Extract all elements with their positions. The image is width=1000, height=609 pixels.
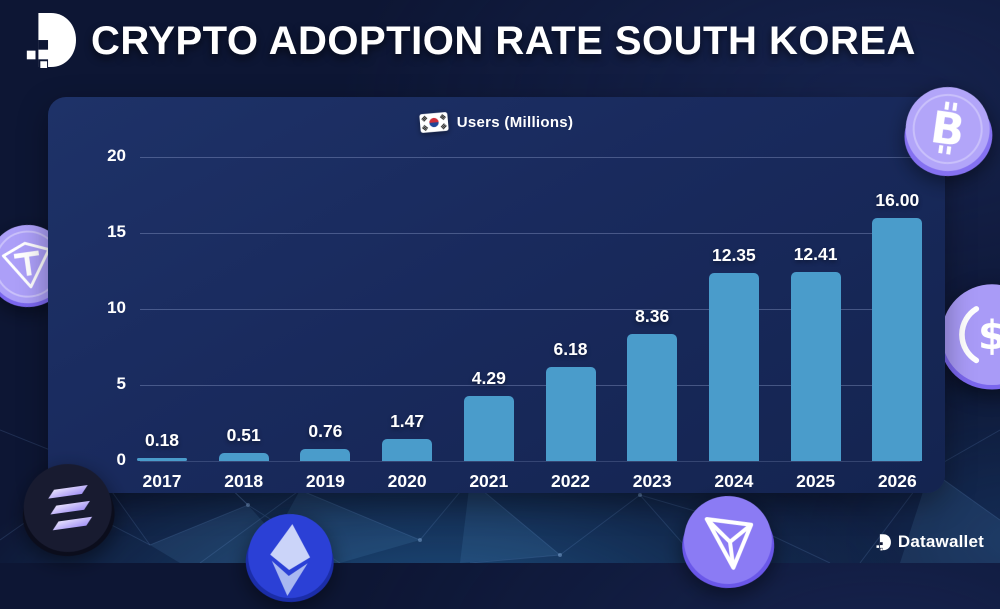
page-title: CRYPTO ADOPTION RATE SOUTH KOREA [91,18,916,63]
x-axis-tick-label: 2019 [305,471,345,491]
bar-value-label: 12.35 [711,245,756,266]
gridline [140,233,920,234]
bar-value-label: 6.18 [553,339,588,360]
x-axis-tick-label: 2026 [877,471,917,491]
south-korea-flag-icon [419,112,449,133]
bar-value-label: 0.18 [144,430,180,451]
svg-text:$: $ [978,312,1000,359]
bar-value-label: 1.47 [390,410,425,431]
gridline [140,309,920,310]
y-axis-tick-label: 10 [107,298,126,317]
datawallet-logo-small-icon [876,533,891,550]
bar [382,438,433,461]
bar [218,453,269,461]
bitcoin-coin-icon: B [895,79,1000,185]
brand-name: Datawallet [897,532,984,551]
bar-value-label: 8.36 [635,305,670,326]
x-axis-tick-label: 2024 [714,471,754,491]
y-axis-tick-label: 15 [107,222,126,241]
x-axis-tick-label: 2025 [796,471,836,491]
ethereum-coin-icon [239,507,341,609]
bar [790,272,841,461]
bar [137,458,187,461]
plot-area: 0.18 2017 0.51 2018 0.76 2019 1.47 2020 4.29 2021… [137,157,923,491]
bar-value-label: 4.29 [471,367,506,388]
x-axis-tick-label: 2018 [224,471,264,491]
chart-panel: Users (Millions) 0.18 2017 0.51 2018 0.76 201… [48,97,945,493]
bar [300,449,351,461]
bar [463,395,514,461]
bar [872,217,923,461]
x-axis-tick-label: 2017 [142,471,182,491]
bar [627,333,678,461]
gridline [140,157,920,158]
bar [545,367,596,461]
bar-value-label: 0.76 [308,421,343,442]
usdc-coin-icon: $ [936,282,1000,394]
chart-legend: Users (Millions) [48,112,945,133]
solana-coin-icon [12,454,125,567]
bar-value-label: 0.51 [226,425,261,446]
x-axis-tick-label: 2022 [551,471,590,491]
bar [708,273,759,461]
legend-label: Users (Millions) [456,114,574,131]
x-axis-tick-label: 2023 [632,471,672,491]
bar-value-label: 16.00 [875,189,920,210]
x-axis-tick-label: 2020 [387,471,427,491]
datawallet-logo-icon [26,13,76,68]
tron-coin-icon [675,489,780,594]
x-axis-tick-label: 2021 [469,471,509,491]
bar-value-label: 12.41 [793,244,838,265]
gridline [140,385,920,386]
y-axis-tick-label: 0 [116,450,126,469]
header: CRYPTO ADOPTION RATE SOUTH KOREA [22,12,916,70]
footer-brand: Datawallet [875,532,984,552]
gridline [140,461,920,462]
y-axis-tick-label: 20 [107,146,126,165]
y-axis-tick-label: 5 [116,374,126,393]
